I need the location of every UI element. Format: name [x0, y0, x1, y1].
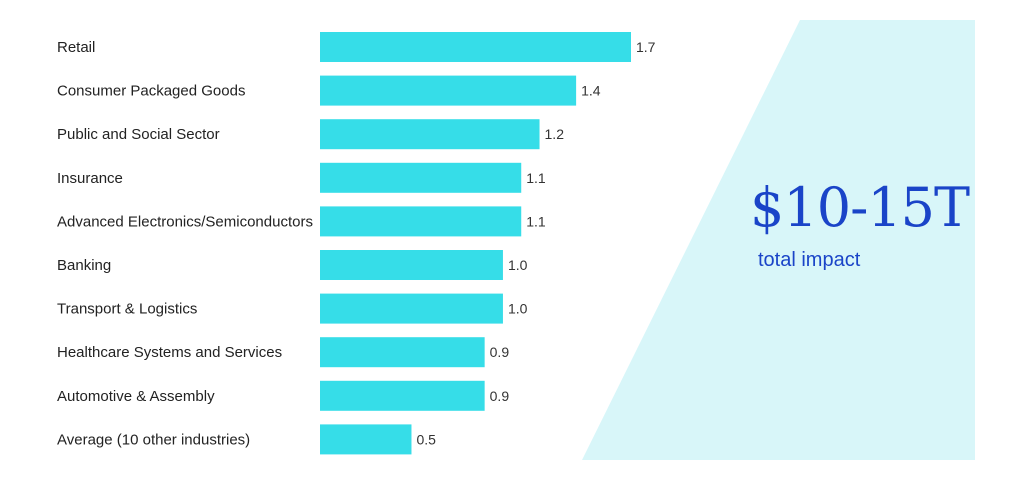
bar-value-label: 1.0 [508, 257, 528, 273]
category-label: Average (10 other industries) [57, 431, 250, 448]
bar [320, 293, 503, 324]
category-label: Insurance [57, 170, 123, 187]
bar-value-label: 1.1 [526, 170, 546, 186]
category-label: Retail [57, 39, 95, 56]
category-label: Banking [57, 257, 111, 274]
category-label: Automotive & Assembly [57, 388, 215, 405]
category-label: Transport & Logistics [57, 301, 197, 318]
bar-value-label: 1.4 [581, 83, 601, 99]
bar [320, 380, 485, 411]
bar-value-label: 1.0 [508, 301, 528, 317]
bar [320, 250, 503, 280]
callout-subline: total impact [758, 249, 861, 271]
bars-group: Retail 1.7 Consumer Packaged Goods 1.4 Publi… [57, 32, 656, 455]
bar [320, 75, 577, 106]
category-label: Healthcare Systems and Services [57, 344, 282, 361]
bar [320, 424, 412, 455]
category-label: Consumer Packaged Goods [57, 83, 245, 100]
bar-value-label: 1.7 [636, 39, 656, 55]
bar [320, 119, 540, 150]
callout-headline: $10-15T [750, 176, 970, 239]
bar-value-label: 1.1 [526, 213, 546, 229]
bar-value-label: 0.9 [490, 344, 510, 360]
bar-value-label: 1.2 [545, 126, 565, 142]
callout-panel [582, 20, 975, 460]
bar-value-label: 0.9 [490, 388, 510, 404]
bar-value-label: 0.5 [416, 431, 436, 447]
bar [320, 337, 485, 368]
bar [320, 162, 522, 193]
bar [320, 206, 522, 237]
bar [320, 32, 631, 62]
category-label: Advanced Electronics/Semiconductors [57, 213, 313, 230]
category-label: Public and Social Sector [57, 126, 220, 143]
